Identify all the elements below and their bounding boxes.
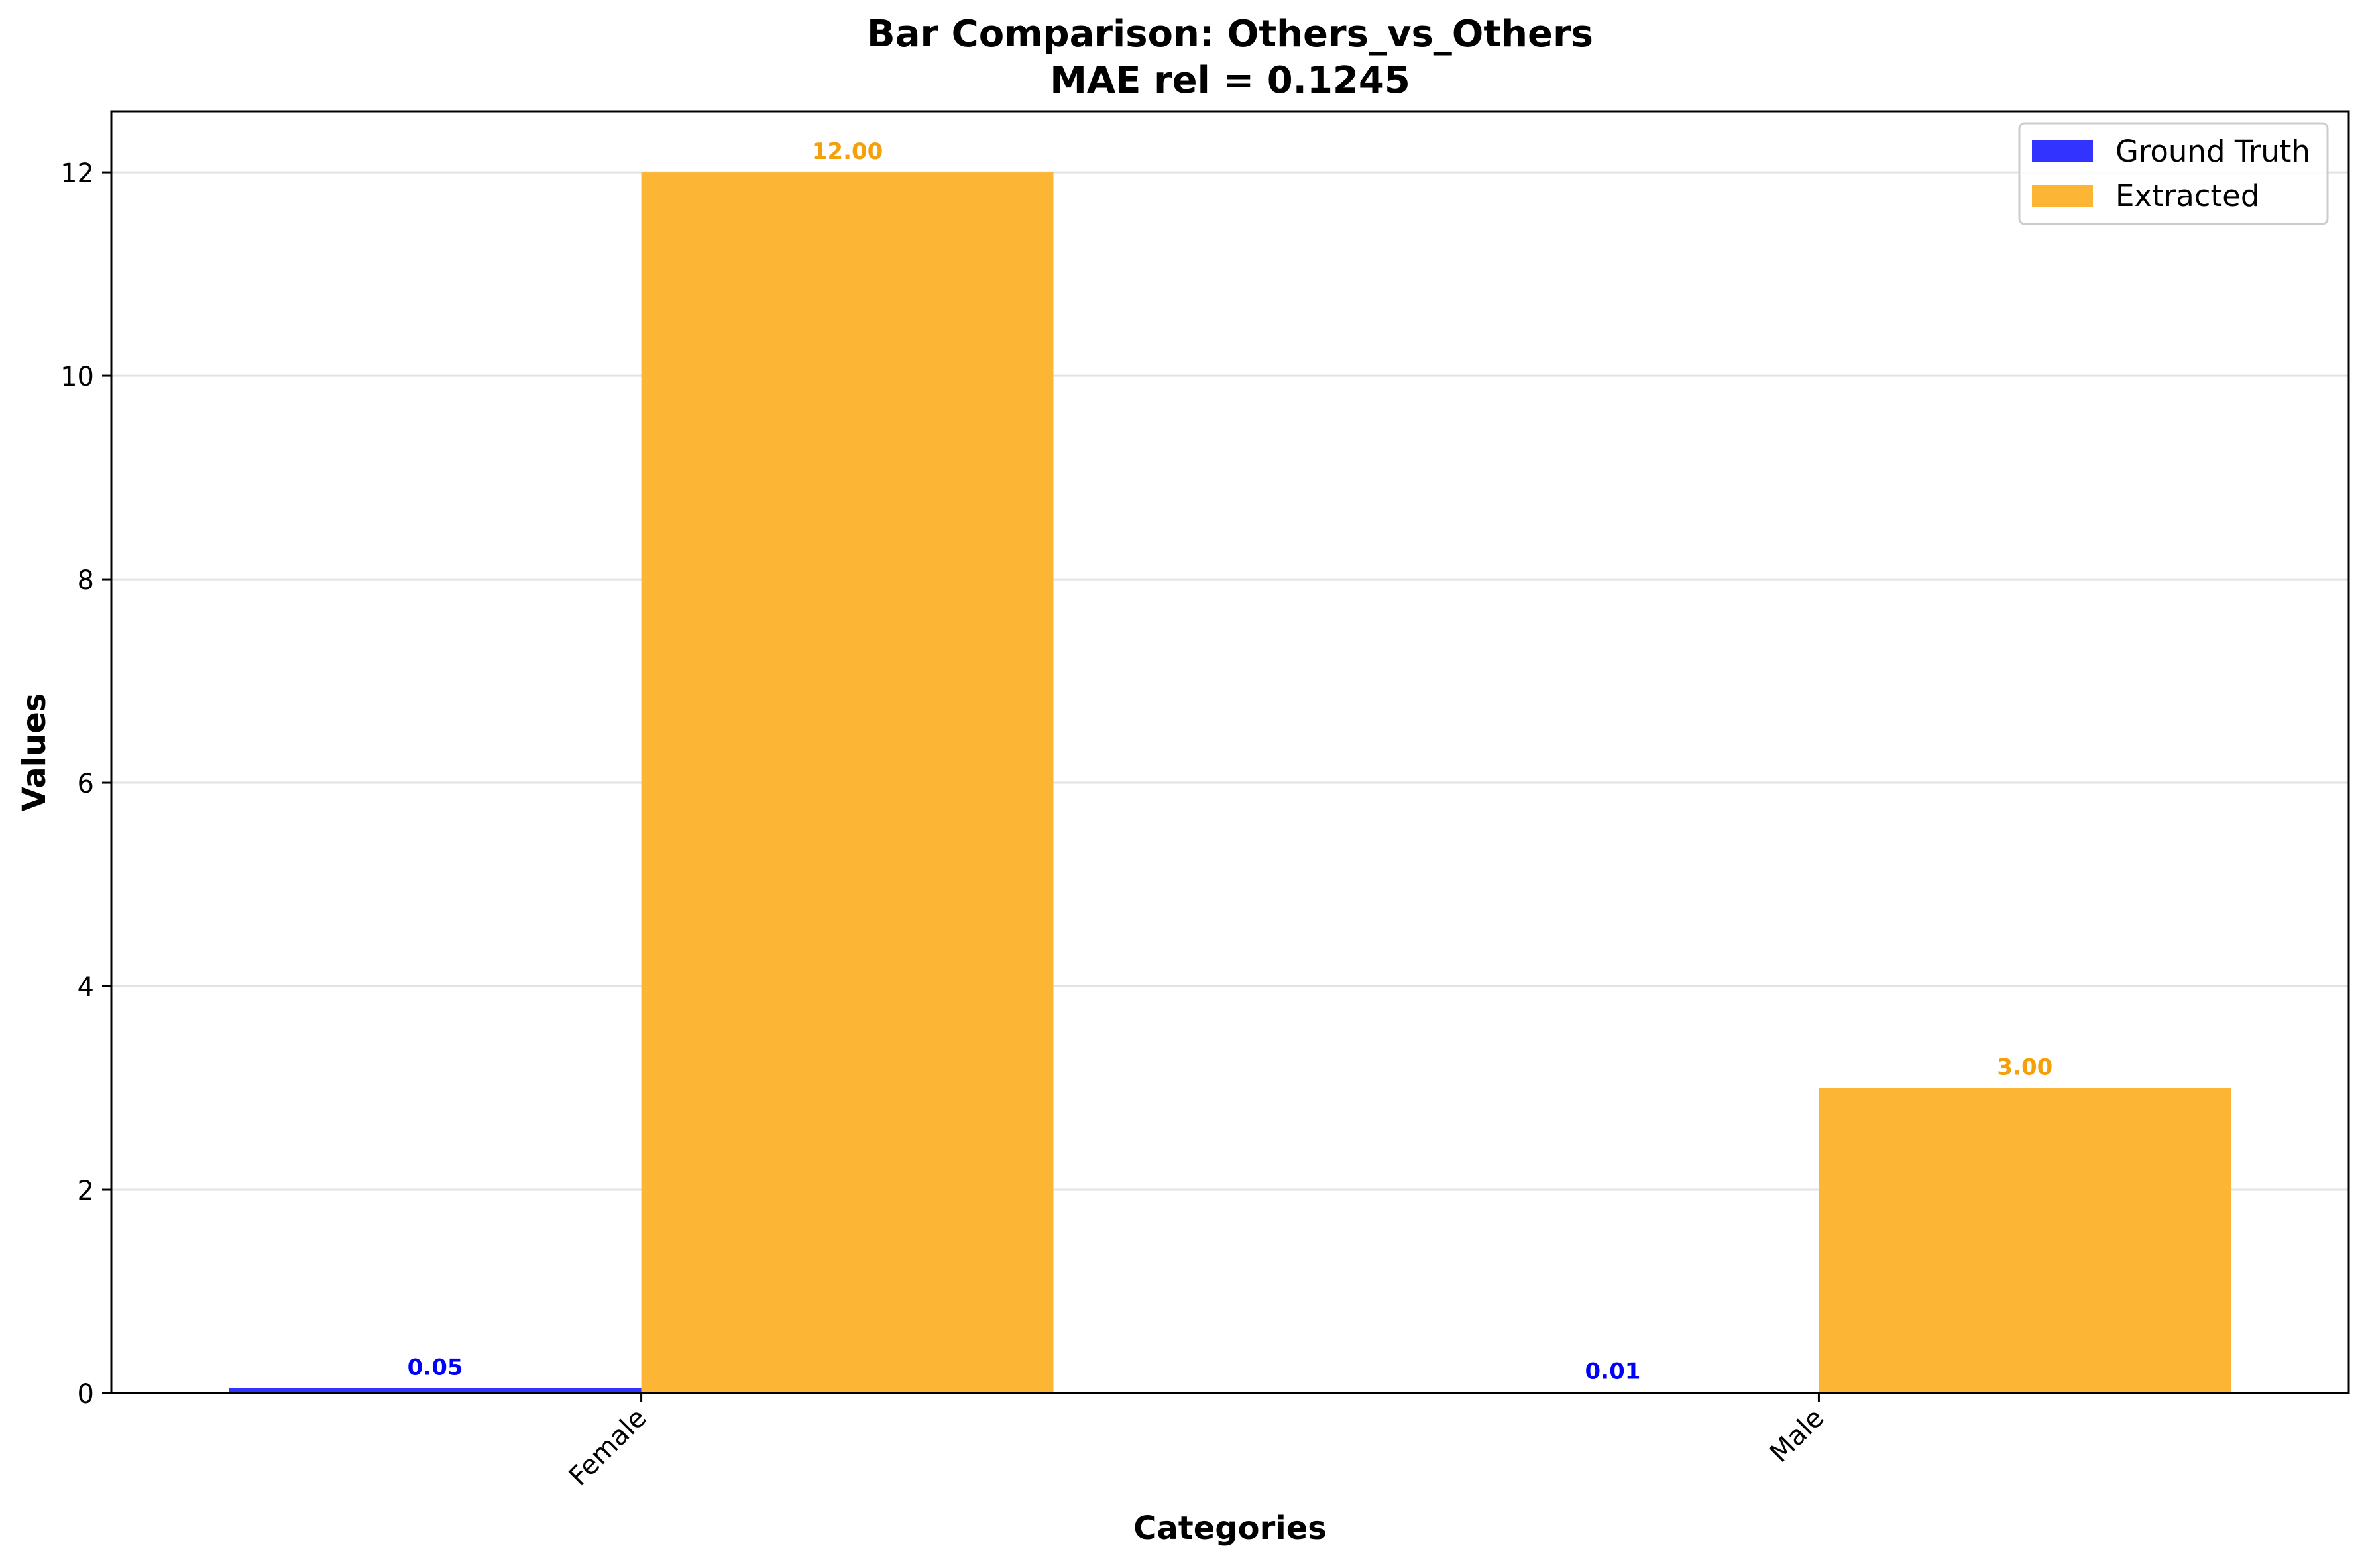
y-axis-label: Values [16, 693, 53, 812]
legend: Ground Truth Extracted [2018, 122, 2329, 225]
chart-title-line2: MAE rel = 0.1245 [1050, 59, 1410, 102]
y-tick-label: 0 [78, 1379, 94, 1410]
y-axis: 0 2 4 6 8 10 12 [60, 158, 111, 1410]
y-tick-label: 12 [60, 158, 94, 189]
y-tick-label: 2 [78, 1176, 94, 1206]
y-tick-label: 10 [60, 362, 94, 392]
y-tick-label: 6 [78, 769, 94, 799]
legend-label-ground-truth: Ground Truth [2115, 134, 2310, 169]
bar-value-label: 12.00 [812, 139, 883, 165]
chart-title-line1: Bar Comparison: Others_vs_Others [867, 13, 1593, 56]
plot-area-frame [110, 110, 2350, 1394]
bar-ground-truth-female [229, 1388, 642, 1393]
legend-swatch-extracted [2032, 185, 2093, 207]
legend-frame [2018, 122, 2329, 225]
bar-value-label: 0.05 [408, 1354, 463, 1380]
y-tick-label: 4 [78, 972, 94, 1003]
bar-extracted-female [641, 172, 1054, 1394]
y-tick-label: 8 [78, 565, 94, 596]
bar-value-labels: 0.05 12.00 0.01 3.00 [408, 139, 2053, 1384]
bar-value-label: 3.00 [1997, 1054, 2053, 1081]
bar-extracted-male [1819, 1088, 2231, 1393]
gridlines [111, 171, 2349, 1191]
legend-swatch-ground-truth [2032, 140, 2093, 162]
x-axis-label: Categories [1133, 1510, 1327, 1547]
legend-label-extracted: Extracted [2115, 178, 2259, 213]
bar-value-label: 0.01 [1585, 1358, 1641, 1384]
